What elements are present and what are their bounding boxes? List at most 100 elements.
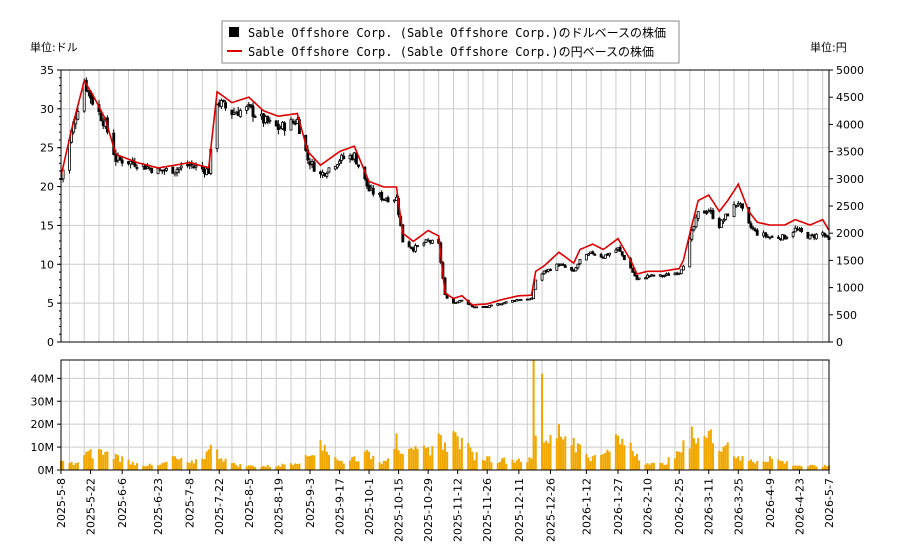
volume-bar xyxy=(534,435,537,470)
candle-body xyxy=(238,109,242,117)
volume-bar xyxy=(513,462,516,470)
legend: Sable Offshore Corp. (Sable Offshore Cor… xyxy=(221,20,680,64)
volume-bar xyxy=(543,442,546,470)
volume-bar xyxy=(808,465,812,470)
volume-bar xyxy=(311,455,314,470)
volume-bar xyxy=(91,458,94,470)
candle-body xyxy=(555,263,559,271)
volume-bar xyxy=(766,461,769,470)
candle-body xyxy=(587,253,590,256)
candle-body xyxy=(770,236,774,238)
volume-bar xyxy=(157,465,160,470)
volume-bar xyxy=(815,466,818,470)
candle-body xyxy=(342,155,346,159)
x-tick-label: 2025-6-23 xyxy=(152,478,165,535)
volume-bar xyxy=(517,458,520,470)
candle-body xyxy=(635,275,639,280)
volume-bar xyxy=(576,443,579,470)
volume-bar xyxy=(441,449,444,470)
volume-bar xyxy=(616,435,620,470)
volume-bar xyxy=(378,462,381,470)
x-tick-label: 2026-4-23 xyxy=(793,478,806,535)
volume-ticks: 0M 10M 20M 30M 40M xyxy=(31,372,61,477)
candle-body xyxy=(808,234,812,240)
candle-body xyxy=(215,104,219,150)
right-y-tick-label: 500 xyxy=(836,309,857,322)
volume-bar xyxy=(676,451,679,470)
candle-body xyxy=(380,192,384,200)
volume-bar xyxy=(148,463,151,470)
volume-bar xyxy=(180,458,183,470)
volume-bar xyxy=(277,465,280,470)
x-tick-label: 2025-11-12 xyxy=(452,478,465,542)
candle-body xyxy=(327,167,331,173)
volume-bar xyxy=(220,458,223,470)
volume-bar xyxy=(327,454,330,470)
candle-body xyxy=(416,245,420,247)
candle-body xyxy=(810,234,814,237)
candle-body xyxy=(407,241,411,248)
right-axis-unit: 単位:円 xyxy=(810,40,847,54)
volume-bar xyxy=(813,465,816,470)
volume-bar xyxy=(424,448,428,470)
volume-bar xyxy=(589,461,592,470)
volume-bar xyxy=(279,466,282,470)
volume-bar xyxy=(349,460,352,470)
candle-body xyxy=(576,263,580,269)
candle-body xyxy=(414,245,417,252)
volume-bar xyxy=(306,456,309,470)
left-y-tick-label: 25 xyxy=(40,142,54,155)
volume-bar xyxy=(503,457,506,470)
volume-bar xyxy=(602,453,605,470)
volume-bar xyxy=(798,465,801,470)
volume-bar xyxy=(606,449,609,470)
volume-bar xyxy=(395,433,398,470)
candle-body xyxy=(662,275,666,277)
candle-body xyxy=(549,269,552,271)
volume-bar xyxy=(608,451,611,470)
candle-body xyxy=(755,229,759,236)
volume-bar xyxy=(186,462,189,470)
candle-body xyxy=(224,102,228,109)
volume-bar xyxy=(150,465,153,470)
candle-body xyxy=(705,211,709,214)
volume-bar xyxy=(427,447,430,470)
candle-body xyxy=(603,254,607,259)
candle-body xyxy=(338,160,341,164)
candle-body xyxy=(633,271,637,277)
volume-bar xyxy=(283,464,286,470)
volume-bar xyxy=(467,443,470,470)
volume-bar xyxy=(500,458,503,470)
volume-bar xyxy=(262,465,265,470)
candle-body xyxy=(563,265,567,268)
candle-body xyxy=(532,289,536,299)
candle-body xyxy=(690,230,694,240)
volume-bar xyxy=(619,444,622,470)
right-y-tick-label: 4500 xyxy=(836,91,864,104)
candle-body xyxy=(177,167,181,171)
candle-body xyxy=(165,167,168,171)
volume-bar xyxy=(131,461,134,470)
volume-bar xyxy=(473,460,476,470)
candle-body xyxy=(618,246,622,252)
candle-body xyxy=(335,164,339,168)
x-tick-label: 2025-8-19 xyxy=(272,478,285,535)
volume-bar xyxy=(557,424,560,470)
volume-bar xyxy=(587,457,590,470)
volume-bar xyxy=(781,460,784,470)
volume-bar xyxy=(357,461,360,470)
x-tick-label: 2025-5-22 xyxy=(85,478,98,535)
candle-body xyxy=(150,168,154,173)
volume-bar xyxy=(454,432,457,470)
volume-bar xyxy=(209,444,212,470)
volume-bar xyxy=(652,462,655,470)
candle-body xyxy=(194,165,198,168)
volume-bar xyxy=(264,466,267,470)
volume-bar xyxy=(825,466,828,470)
candle-body xyxy=(245,106,249,111)
left-y-tick-label: 0 xyxy=(47,336,54,349)
volume-bar xyxy=(254,467,257,470)
candle-body xyxy=(266,115,270,123)
volume-y-tick-label: 0M xyxy=(38,464,55,477)
